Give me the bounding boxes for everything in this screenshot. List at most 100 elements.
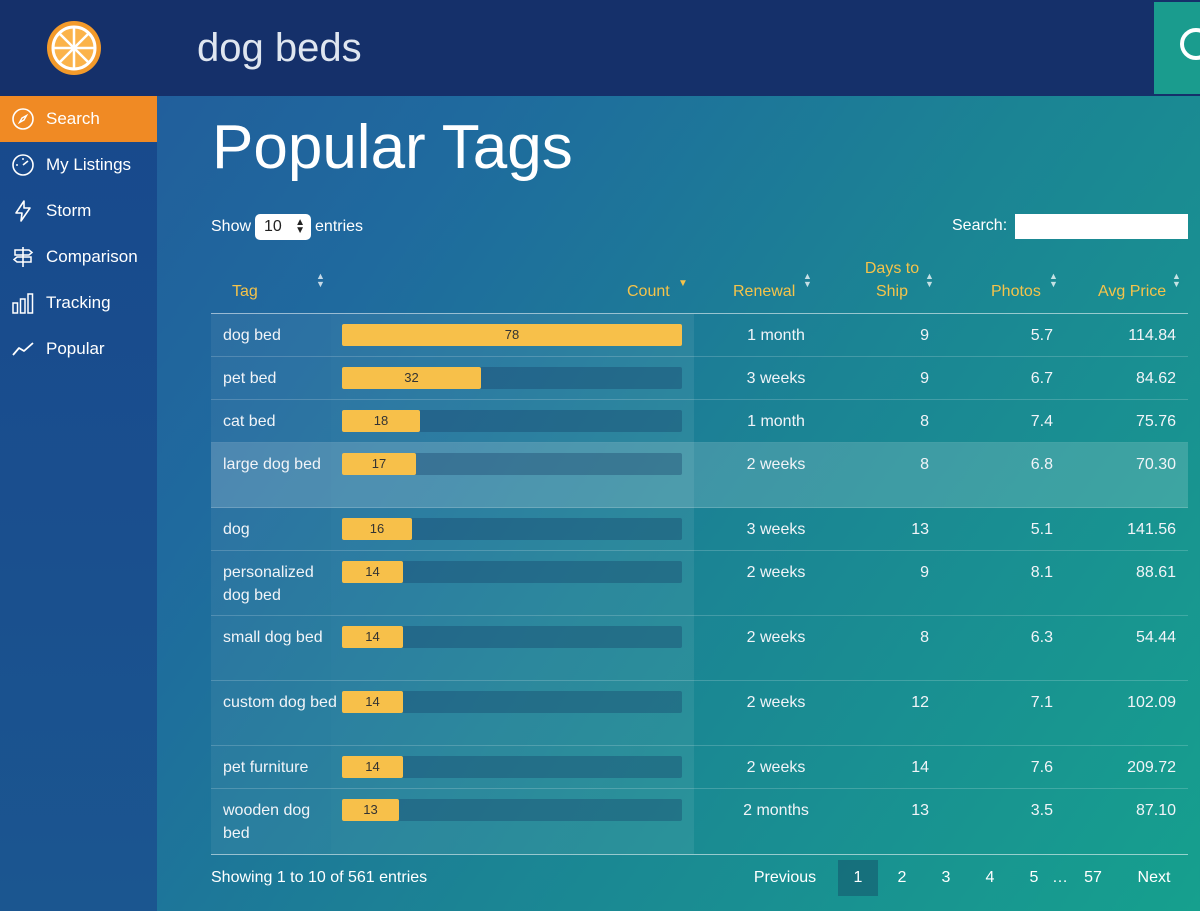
sidebar-item-label: My Listings: [46, 155, 132, 174]
header-tag[interactable]: Tag: [232, 283, 258, 300]
avg-price-cell: 114.84: [1128, 327, 1176, 344]
photos-cell: 3.5: [1030, 802, 1053, 819]
search-button[interactable]: [1154, 2, 1200, 94]
renewal-cell: 2 weeks: [746, 564, 806, 581]
avg-price-cell: 102.09: [1127, 694, 1176, 711]
count-bar-track: 13: [342, 799, 682, 821]
entries-select[interactable]: 10 ▲ ▼: [255, 214, 312, 240]
page-button-2[interactable]: 2: [897, 869, 907, 886]
photos-cell: 5.1: [1030, 521, 1053, 538]
count-bar: 14: [342, 626, 403, 648]
sidebar-item-label: Popular: [46, 339, 105, 358]
count-bar-track: 16: [342, 518, 682, 540]
count-bar-track: 18: [342, 410, 682, 432]
sort-both-icon: ▲ ▼: [1049, 271, 1058, 289]
footer-divider: [211, 854, 1188, 855]
page-button-1[interactable]: 1: [838, 860, 878, 896]
header-days-line1[interactable]: Days to: [864, 260, 920, 277]
entries-label: entries: [315, 218, 364, 235]
count-bar-track: 14: [342, 756, 682, 778]
tag-cell: small dog bed: [223, 629, 323, 646]
table-row[interactable]: pet furniture 14 2 weeks 14 7.6 209.72: [211, 746, 1188, 789]
tag-cell: personalized dog bed: [223, 564, 314, 604]
count-bar: 17: [342, 453, 416, 475]
signpost-icon: [10, 244, 36, 270]
days-to-ship-cell: 14: [911, 759, 929, 776]
header-days-line2[interactable]: Ship: [875, 283, 909, 300]
page-button-4[interactable]: 4: [985, 869, 995, 886]
bar-chart-icon: [10, 290, 36, 316]
days-to-ship-cell: 9: [920, 564, 929, 581]
table-row[interactable]: large dog bed 17 2 weeks 8 6.8 70.30: [211, 443, 1188, 508]
sort-both-icon: ▲ ▼: [1172, 271, 1181, 289]
sidebar-item-popular[interactable]: Popular: [0, 326, 157, 372]
days-to-ship-cell: 13: [911, 802, 929, 819]
photos-cell: 6.8: [1030, 456, 1053, 473]
count-bar-track: 14: [342, 561, 682, 583]
avg-price-cell: 209.72: [1127, 759, 1176, 776]
tag-cell: wooden dog bed: [223, 802, 311, 842]
days-to-ship-cell: 8: [920, 629, 929, 646]
header-avg-price[interactable]: Avg Price: [1098, 283, 1167, 300]
table-row[interactable]: dog bed 78 1 month 9 5.7 114.84: [211, 314, 1188, 357]
page-button-5[interactable]: 5: [1029, 869, 1039, 886]
count-bar: 32: [342, 367, 481, 389]
table-row[interactable]: small dog bed 14 2 weeks 8 6.3 54.44: [211, 616, 1188, 681]
count-bar: 78: [342, 324, 682, 346]
orange-slice-logo-icon: [47, 21, 101, 75]
header-photos[interactable]: Photos: [991, 283, 1041, 300]
header-divider: [211, 313, 1188, 314]
entries-select-value: 10: [264, 218, 282, 235]
sidebar-item-search[interactable]: Search: [0, 96, 157, 142]
table-row[interactable]: pet bed 32 3 weeks 9 6.7 84.62: [211, 357, 1188, 400]
sidebar-item-label: Storm: [46, 201, 92, 220]
avg-price-cell: 88.61: [1135, 564, 1176, 581]
next-page-button[interactable]: Next: [1137, 869, 1171, 886]
page-button-last[interactable]: 57: [1084, 869, 1102, 886]
table-row[interactable]: custom dog bed 14 2 weeks 12 7.1 102.09: [211, 681, 1188, 746]
table-search-input[interactable]: [1015, 214, 1188, 239]
page-button-3[interactable]: 3: [941, 869, 951, 886]
count-bar-track: 32: [342, 367, 682, 389]
sort-both-icon: ▲ ▼: [925, 271, 934, 289]
photos-cell: 6.7: [1030, 370, 1053, 387]
days-to-ship-cell: 9: [920, 370, 929, 387]
sidebar-item-label: Tracking: [46, 293, 111, 312]
sidebar-item-tracking[interactable]: Tracking: [0, 280, 157, 326]
table-row[interactable]: wooden dog bed 13 2 months 13 3.5 87.10: [211, 789, 1188, 854]
tag-cell: custom dog bed: [223, 694, 337, 711]
lightning-icon: [10, 198, 36, 224]
days-to-ship-cell: 9: [920, 327, 929, 344]
speedometer-icon: [10, 152, 36, 178]
sidebar-item-storm[interactable]: Storm: [0, 188, 157, 234]
table-row[interactable]: dog 16 3 weeks 13 5.1 141.56: [211, 508, 1188, 551]
search-query-title[interactable]: dog beds: [197, 26, 362, 70]
tag-cell: pet furniture: [223, 759, 309, 776]
show-label: Show: [211, 218, 252, 235]
table-row[interactable]: cat bed 18 1 month 8 7.4 75.76: [211, 400, 1188, 443]
tag-cell: cat bed: [223, 413, 276, 430]
renewal-cell: 1 month: [747, 327, 805, 344]
tag-cell: large dog bed: [223, 456, 321, 473]
tag-cell: dog bed: [223, 327, 281, 344]
tag-column-background: [211, 314, 331, 854]
count-bar-track: 17: [342, 453, 682, 475]
sort-desc-icon: ▼: [678, 278, 688, 289]
photos-cell: 7.6: [1030, 759, 1053, 776]
sort-both-icon: ▲ ▼: [803, 271, 812, 289]
header-renewal[interactable]: Renewal: [733, 283, 796, 300]
previous-page-button[interactable]: Previous: [753, 869, 817, 886]
trend-line-icon: [10, 336, 36, 362]
header-count[interactable]: Count: [627, 283, 670, 300]
avg-price-cell: 54.44: [1135, 629, 1176, 646]
sidebar-item-label: Comparison: [46, 247, 138, 266]
photos-cell: 7.4: [1030, 413, 1053, 430]
count-bar: 14: [342, 561, 403, 583]
renewal-cell: 2 weeks: [746, 694, 806, 711]
renewal-cell: 2 weeks: [746, 456, 806, 473]
avg-price-cell: 70.30: [1135, 456, 1176, 473]
sidebar-item-comparison[interactable]: Comparison: [0, 234, 157, 280]
sidebar: Search My Listings Storm Comparison Tracking…: [0, 0, 157, 911]
table-row[interactable]: personalized dog bed 14 2 weeks 9 8.1 88.61: [211, 551, 1188, 616]
sidebar-item-my-listings[interactable]: My Listings: [0, 142, 157, 188]
